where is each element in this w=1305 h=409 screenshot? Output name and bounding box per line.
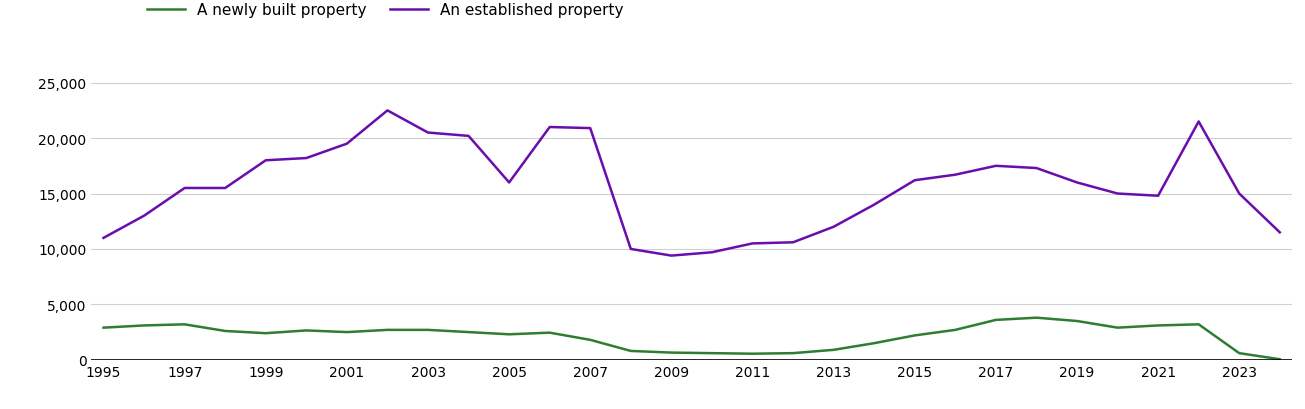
A newly built property <box>461 330 476 335</box>
A newly built property <box>339 330 355 335</box>
A newly built property <box>1028 315 1044 320</box>
A newly built property <box>745 351 761 356</box>
A newly built property <box>501 332 517 337</box>
A newly built property <box>258 331 274 336</box>
A newly built property <box>582 337 598 342</box>
A newly built property <box>907 333 923 338</box>
An established property <box>258 158 274 163</box>
An established property <box>501 180 517 185</box>
An established property <box>705 250 720 255</box>
A newly built property <box>1232 351 1248 356</box>
An established property <box>136 214 151 219</box>
An established property <box>542 125 557 130</box>
A newly built property <box>867 341 882 346</box>
An established property <box>1028 166 1044 171</box>
An established property <box>461 134 476 139</box>
A newly built property <box>988 318 1004 323</box>
An established property <box>786 240 801 245</box>
Line: A newly built property: A newly built property <box>103 318 1280 360</box>
A newly built property <box>176 322 192 327</box>
A newly built property <box>420 328 436 333</box>
An established property <box>1232 191 1248 196</box>
An established property <box>1109 191 1125 196</box>
An established property <box>907 178 923 183</box>
A newly built property <box>136 323 151 328</box>
An established property <box>867 202 882 207</box>
An established property <box>622 247 638 252</box>
A newly built property <box>542 330 557 335</box>
An established property <box>947 173 963 178</box>
Line: An established property: An established property <box>103 111 1280 256</box>
A newly built property <box>786 351 801 356</box>
An established property <box>380 109 395 114</box>
An established property <box>745 241 761 246</box>
An established property <box>826 225 842 230</box>
An established property <box>1150 194 1165 199</box>
An established property <box>988 164 1004 169</box>
A newly built property <box>1272 357 1288 362</box>
A newly built property <box>826 348 842 353</box>
An established property <box>663 254 679 258</box>
A newly built property <box>705 351 720 356</box>
An established property <box>176 186 192 191</box>
A newly built property <box>1109 326 1125 330</box>
An established property <box>582 126 598 131</box>
A newly built property <box>218 329 234 334</box>
A newly built property <box>1191 322 1207 327</box>
An established property <box>299 156 315 161</box>
An established property <box>218 186 234 191</box>
An established property <box>1272 230 1288 235</box>
An established property <box>1191 120 1207 125</box>
An established property <box>1069 180 1084 185</box>
A newly built property <box>299 328 315 333</box>
A newly built property <box>380 328 395 333</box>
An established property <box>339 142 355 147</box>
A newly built property <box>663 350 679 355</box>
A newly built property <box>1150 323 1165 328</box>
A newly built property <box>1069 319 1084 324</box>
Legend: A newly built property, An established property: A newly built property, An established p… <box>147 3 624 18</box>
A newly built property <box>95 326 111 330</box>
An established property <box>95 236 111 241</box>
A newly built property <box>622 348 638 353</box>
A newly built property <box>947 328 963 333</box>
An established property <box>420 131 436 136</box>
